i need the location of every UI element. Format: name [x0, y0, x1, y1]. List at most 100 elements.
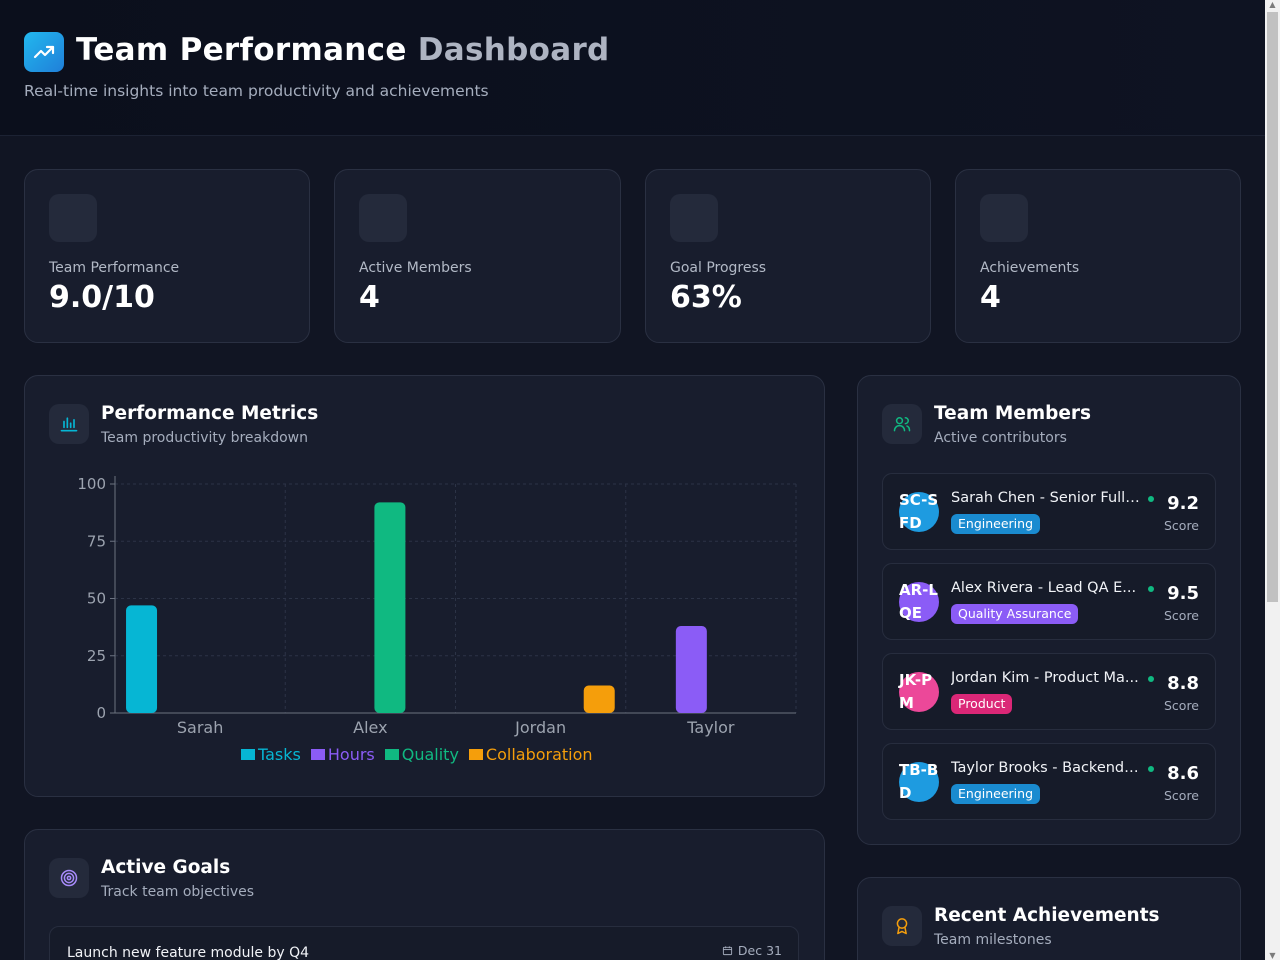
y-tick-label: 50 [87, 590, 106, 608]
stat-card-achievements: Achievements 4 [955, 169, 1241, 343]
goal-due-date: Dec 31 [722, 943, 782, 958]
online-status-dot [1148, 676, 1154, 682]
page-header: Team Performance Dashboard Real-time ins… [0, 0, 1265, 136]
member-name: Alex Rivera - Lead QA E... [951, 580, 1137, 596]
x-tick-label: Jordan [514, 718, 566, 737]
bar-hours-taylor [675, 625, 707, 713]
legend-swatch [310, 749, 325, 760]
legend-item-tasks[interactable]: Tasks [241, 745, 301, 764]
legend-swatch [241, 749, 255, 760]
page-title: Team Performance Dashboard [76, 32, 610, 68]
trending-up-icon [24, 32, 64, 72]
avatar [899, 762, 939, 802]
member-card[interactable]: SC-SFD Sarah Chen - Senior Full-... Engi… [882, 473, 1216, 550]
stat-value: 9.0/10 [49, 280, 155, 315]
x-tick-label: Sarah [177, 718, 223, 737]
panel-title: Recent Achievements [934, 905, 1160, 926]
avatar [899, 672, 939, 712]
legend-label: Collaboration [485, 745, 593, 764]
avatar [899, 582, 939, 622]
department-badge: Engineering [951, 514, 1040, 534]
legend-item-hours[interactable]: Hours [310, 745, 375, 764]
bar-quality-alex [374, 502, 406, 713]
scroll-up-arrow[interactable]: ▲ [1269, 0, 1276, 9]
panel-subtitle: Active contributors [934, 430, 1067, 446]
stat-label: Goal Progress [670, 260, 767, 276]
stat-card-goals: Goal Progress 63% [645, 169, 931, 343]
stat-card-members: Active Members 4 [334, 169, 621, 343]
panel-subtitle: Team milestones [934, 932, 1052, 948]
legend-label: Tasks [258, 745, 301, 764]
page-subtitle: Real-time insights into team productivit… [24, 82, 489, 100]
scrollbar-thumb[interactable] [1267, 12, 1278, 602]
team-members-panel: Team Members Active contributors SC-SFD … [857, 375, 1241, 845]
goal-title: Launch new feature module by Q4 [67, 945, 309, 960]
active-goals-panel: Active Goals Track team objectives Launc… [24, 829, 825, 960]
performance-icon [49, 194, 97, 242]
member-score: 9.2 [1167, 493, 1199, 514]
member-card[interactable]: TB-BD Taylor Brooks - Backend ... Engine… [882, 743, 1216, 820]
member-card[interactable]: AR-LQE Alex Rivera - Lead QA E... Qualit… [882, 563, 1216, 640]
recent-achievements-panel: Recent Achievements Team milestones [857, 877, 1241, 960]
achievement-icon [980, 194, 1028, 242]
goal-item[interactable]: Launch new feature module by Q4 Dec 31 [49, 926, 799, 960]
bar-collaboration-jordan [583, 685, 615, 713]
target-icon [49, 858, 89, 898]
x-tick-label: Alex [353, 718, 387, 737]
y-tick-label: 25 [87, 647, 106, 665]
stat-label: Achievements [980, 260, 1080, 276]
avatar-initials: AR-LQE [899, 581, 938, 622]
performance-metrics-panel: Performance Metrics Team productivity br… [24, 375, 825, 797]
performance-bar-chart: 0 25 50 75 100 Sarah Alex Jordan Taylor [77, 475, 797, 737]
member-score: 8.8 [1167, 673, 1199, 694]
stat-value: 63% [670, 280, 742, 315]
member-card[interactable]: JK-PM Jordan Kim - Product Ma... Product… [882, 653, 1216, 730]
legend-swatch [384, 749, 399, 760]
stat-label: Team Performance [49, 260, 180, 276]
online-status-dot [1148, 766, 1154, 772]
panel-subtitle: Track team objectives [101, 884, 255, 900]
avatar-initials: JK-PM [899, 671, 933, 712]
avatar [899, 492, 939, 532]
department-badge: Product [951, 694, 1013, 714]
online-status-dot [1148, 496, 1154, 502]
stat-card-performance: Team Performance 9.0/10 [24, 169, 310, 343]
legend-item-quality[interactable]: Quality [384, 745, 459, 764]
legend-label: Quality [401, 745, 459, 764]
member-score: 9.5 [1167, 583, 1199, 604]
bar-chart-icon [49, 404, 89, 444]
member-score: 8.6 [1167, 763, 1199, 784]
y-tick-label: 0 [96, 704, 106, 722]
panel-subtitle: Team productivity breakdown [101, 430, 308, 446]
member-name: Sarah Chen - Senior Full-... [951, 490, 1141, 506]
panel-title: Active Goals [101, 857, 231, 878]
legend-swatch [468, 749, 483, 760]
bar-tasks-sarah [126, 605, 158, 713]
panel-title: Performance Metrics [101, 403, 319, 424]
page-scrollbar[interactable]: ▲ ▼ [1265, 0, 1280, 960]
department-badge: Quality Assurance [951, 604, 1079, 624]
stat-label: Active Members [359, 260, 472, 276]
award-icon [882, 906, 922, 946]
legend-label: Hours [327, 745, 375, 764]
member-name: Taylor Brooks - Backend ... [951, 760, 1141, 776]
members-icon [359, 194, 407, 242]
member-name: Jordan Kim - Product Ma... [951, 670, 1139, 686]
chart-legend: Tasks Hours Quality Collaboration [241, 745, 593, 764]
score-label: Score [1163, 788, 1199, 803]
score-label: Score [1163, 518, 1199, 533]
score-label: Score [1163, 698, 1199, 713]
score-label: Score [1163, 608, 1199, 623]
panel-title: Team Members [934, 403, 1092, 424]
scroll-down-arrow[interactable]: ▼ [1269, 951, 1276, 960]
y-tick-label: 100 [77, 475, 106, 493]
avatar-initials: SC-SFD [899, 491, 939, 532]
goal-icon [670, 194, 718, 242]
stat-value: 4 [980, 280, 1001, 315]
legend-item-collaboration[interactable]: Collaboration [468, 745, 593, 764]
stat-value: 4 [359, 280, 380, 315]
avatar-initials: TB-BD [899, 761, 939, 802]
online-status-dot [1148, 586, 1154, 592]
y-tick-label: 75 [87, 532, 106, 550]
department-badge: Engineering [951, 784, 1040, 804]
